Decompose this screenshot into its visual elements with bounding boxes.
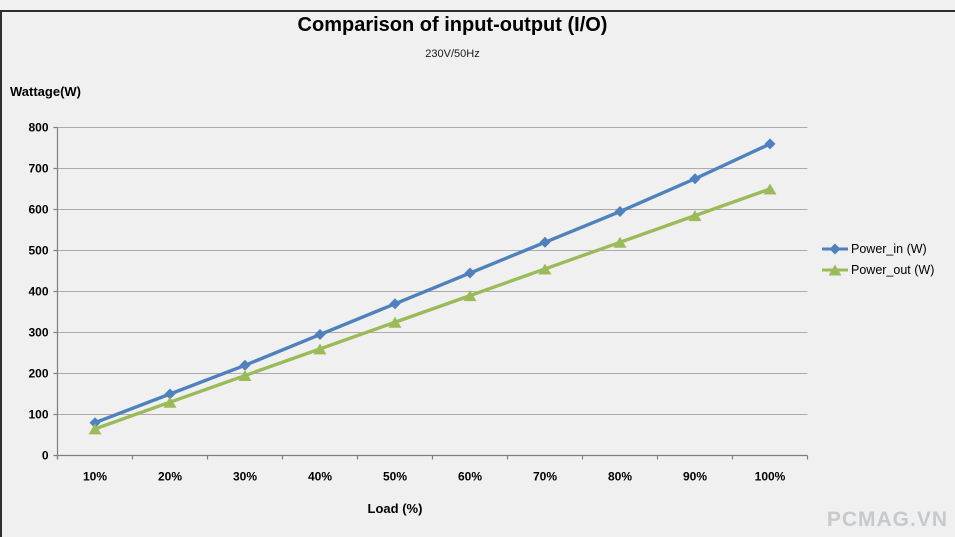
- y-tick-label: 700: [28, 162, 48, 176]
- x-tick-label: 60%: [458, 470, 482, 484]
- diamond-marker: [764, 138, 776, 150]
- triangle-marker: [463, 290, 477, 302]
- diamond-marker: [689, 173, 701, 185]
- diamond-marker: [464, 267, 476, 279]
- legend-label: Power_out (W): [851, 263, 935, 277]
- watermark: PCMAG.VN: [826, 508, 948, 531]
- diamond-marker: [239, 359, 251, 371]
- series-power-out-w: [88, 183, 777, 435]
- triangle-marker: [88, 423, 102, 435]
- series-line: [93, 142, 772, 425]
- series-power-in-w: [89, 138, 776, 429]
- y-tick-label: 600: [28, 203, 48, 217]
- x-tick-label: 30%: [233, 470, 257, 484]
- triangle-marker: [238, 370, 252, 382]
- frame-top-border: [0, 10, 955, 12]
- triangle-marker: [163, 396, 177, 408]
- legend-label: Power_in (W): [851, 242, 927, 256]
- diamond-marker: [389, 298, 401, 310]
- x-tick-label: 100%: [755, 470, 786, 484]
- chart-subtitle: 230V/50Hz: [425, 48, 480, 60]
- x-tick-label: 10%: [83, 470, 107, 484]
- y-tick-label: 300: [28, 326, 48, 340]
- y-axis-title: Wattage(W): [10, 84, 82, 99]
- triangle-marker: [538, 263, 552, 275]
- gridlines: [57, 127, 808, 415]
- triangle-marker: [388, 316, 402, 328]
- x-tick-label: 20%: [158, 470, 182, 484]
- y-tick-label: 100: [28, 408, 48, 422]
- series-line: [93, 187, 772, 431]
- axes: 0 100 200 300 400 500 600 700 800 10% 20% 30% 40% 50%…: [28, 121, 809, 484]
- diamond-marker: [164, 388, 176, 400]
- y-tick-label: 800: [28, 121, 48, 135]
- x-tick-label: 40%: [308, 470, 332, 484]
- diamond-marker: [314, 329, 326, 341]
- diamond-marker: [539, 236, 551, 248]
- legend-item-power-in-w: Power_in (W): [822, 242, 934, 256]
- frame-left-border: [0, 10, 2, 537]
- legend-item-power-out-w: Power_out (W): [822, 263, 934, 277]
- x-axis-title: Load (%): [367, 501, 423, 516]
- y-tick-label: 200: [28, 367, 48, 381]
- triangle-marker: [688, 210, 702, 222]
- x-tick-label: 50%: [383, 470, 407, 484]
- x-tick-label: 70%: [533, 470, 557, 484]
- x-tick-label: 90%: [683, 470, 707, 484]
- triangle-marker: [763, 183, 777, 195]
- triangle-legend-marker-icon: [822, 264, 848, 276]
- diamond-marker: [614, 206, 626, 218]
- y-tick-label: 400: [28, 285, 48, 299]
- diamond-marker: [89, 417, 101, 429]
- diamond-legend-marker-icon: [822, 243, 848, 255]
- triangle-marker: [313, 343, 327, 355]
- x-tick-label: 80%: [608, 470, 632, 484]
- y-tick-label: 500: [28, 244, 48, 258]
- legend: Power_in (W) Power_out (W): [822, 242, 934, 277]
- chart-title: Comparison of input-output (I/O): [297, 14, 608, 36]
- triangle-marker: [613, 236, 627, 248]
- y-tick-label: 0: [42, 449, 49, 463]
